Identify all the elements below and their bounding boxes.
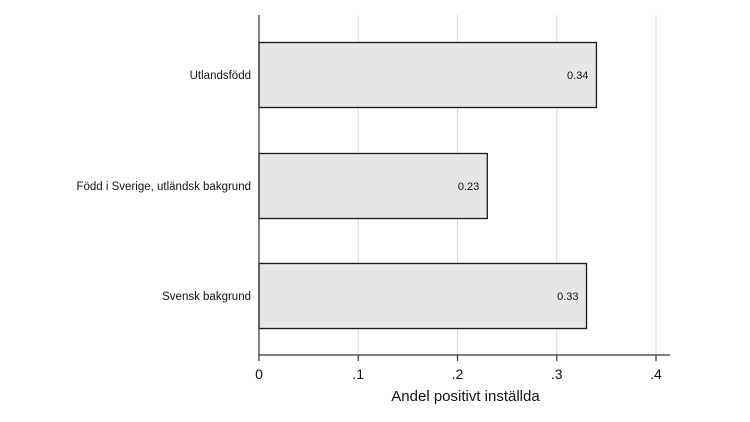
x-tick-label: .3 — [551, 366, 563, 382]
bar — [258, 152, 488, 220]
axes — [258, 15, 670, 356]
x-axis-ticks: 0 .1 .2 .3 .4 — [255, 355, 662, 382]
value-labels: 0.34 0.23 0.33 — [458, 70, 589, 303]
category-label: Född i Sverige, utländsk bakgrund — [76, 181, 251, 193]
category-label: Utlandsfödd — [190, 70, 251, 82]
bar — [258, 262, 588, 330]
x-tick-label: .1 — [352, 366, 364, 382]
bars — [258, 41, 598, 330]
value-label: 0.34 — [567, 70, 588, 82]
x-tick-label: .4 — [650, 366, 662, 382]
x-tick-label: .2 — [452, 366, 464, 382]
x-tick-label: 0 — [255, 366, 263, 382]
category-label: Svensk bakgrund — [162, 291, 251, 303]
x-axis-title: Andel positivt inställda — [391, 388, 540, 405]
value-label: 0.33 — [557, 291, 578, 303]
value-label: 0.23 — [458, 181, 479, 193]
category-labels: Utlandsfödd Född i Sverige, utländsk bakg… — [76, 70, 251, 303]
bar — [258, 41, 598, 109]
